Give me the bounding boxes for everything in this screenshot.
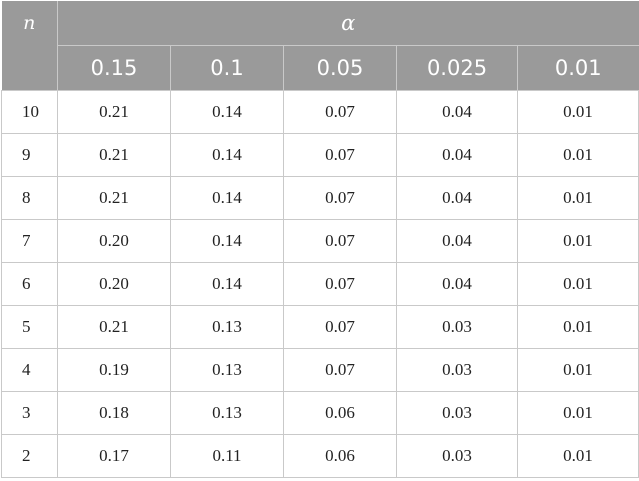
alpha-value-header: 0.1: [170, 45, 284, 91]
critical-value-cell: 0.04: [396, 176, 518, 220]
critical-value-cell: 0.14: [170, 133, 284, 177]
n-value-cell: 4: [1, 348, 58, 392]
critical-value-cell: 0.06: [283, 434, 397, 478]
critical-value-cell: 0.18: [57, 391, 171, 435]
critical-value-cell: 0.01: [517, 90, 639, 134]
critical-value-cell: 0.21: [57, 176, 171, 220]
n-value-cell: 10: [1, 90, 58, 134]
critical-value-cell: 0.03: [396, 348, 518, 392]
critical-value-cell: 0.07: [283, 219, 397, 263]
critical-value-cell: 0.07: [283, 305, 397, 349]
critical-value-cell: 0.17: [57, 434, 171, 478]
critical-value-cell: 0.04: [396, 133, 518, 177]
table-row: 8 0.21 0.14 0.07 0.04 0.01: [1, 176, 639, 220]
critical-value-cell: 0.20: [57, 262, 171, 306]
n-value-cell: 5: [1, 305, 58, 349]
critical-value-cell: 0.14: [170, 90, 284, 134]
critical-value-cell: 0.21: [57, 305, 171, 349]
critical-value-cell: 0.07: [283, 90, 397, 134]
table-body: 10 0.21 0.14 0.07 0.04 0.01 9 0.21 0.14 0.07 0.04 0…: [1, 90, 639, 478]
critical-value-cell: 0.03: [396, 434, 518, 478]
alpha-value-header: 0.01: [517, 45, 639, 91]
critical-value-cell: 0.14: [170, 176, 284, 220]
table-row: 10 0.21 0.14 0.07 0.04 0.01: [1, 90, 639, 134]
n-value-cell: 2: [1, 434, 58, 478]
table-row: 4 0.19 0.13 0.07 0.03 0.01: [1, 348, 639, 392]
critical-value-cell: 0.13: [170, 391, 284, 435]
critical-value-cell: 0.04: [396, 90, 518, 134]
critical-value-cell: 0.21: [57, 90, 171, 134]
n-value-cell: 3: [1, 391, 58, 435]
critical-value-cell: 0.11: [170, 434, 284, 478]
critical-value-cell: 0.07: [283, 133, 397, 177]
header-row-alpha-values: 0.15 0.1 0.05 0.025 0.01: [2, 45, 639, 91]
critical-value-cell: 0.04: [396, 262, 518, 306]
critical-value-cell: 0.03: [396, 391, 518, 435]
critical-value-cell: 0.13: [170, 305, 284, 349]
critical-value-cell: 0.19: [57, 348, 171, 392]
n-value-cell: 9: [1, 133, 58, 177]
alpha-value-header: 0.025: [396, 45, 518, 91]
critical-value-cell: 0.06: [283, 391, 397, 435]
critical-value-cell: 0.04: [396, 219, 518, 263]
header-row-top: n α: [1, 1, 639, 91]
critical-value-cell: 0.01: [517, 305, 639, 349]
critical-value-cell: 0.01: [517, 219, 639, 263]
alpha-column-header: α: [57, 1, 639, 46]
alpha-value-header: 0.05: [283, 45, 397, 91]
table-header: n α 0.15 0.1 0.05 0.025 0.01: [1, 1, 639, 91]
n-column-header: n: [1, 1, 58, 91]
table-row: 2 0.17 0.11 0.06 0.03 0.01: [1, 434, 639, 478]
critical-value-cell: 0.07: [283, 348, 397, 392]
critical-value-cell: 0.07: [283, 262, 397, 306]
critical-value-cell: 0.07: [283, 176, 397, 220]
critical-value-cell: 0.01: [517, 176, 639, 220]
table-row: 5 0.21 0.13 0.07 0.03 0.01: [1, 305, 639, 349]
critical-value-cell: 0.01: [517, 391, 639, 435]
critical-value-cell: 0.01: [517, 434, 639, 478]
table-row: 6 0.20 0.14 0.07 0.04 0.01: [1, 262, 639, 306]
critical-value-cell: 0.03: [396, 305, 518, 349]
n-value-cell: 6: [1, 262, 58, 306]
table-row: 7 0.20 0.14 0.07 0.04 0.01: [1, 219, 639, 263]
n-value-cell: 7: [1, 219, 58, 263]
alpha-value-header: 0.15: [57, 45, 171, 91]
n-value-cell: 8: [1, 176, 58, 220]
critical-value-cell: 0.14: [170, 262, 284, 306]
critical-value-cell: 0.13: [170, 348, 284, 392]
critical-value-cell: 0.01: [517, 262, 639, 306]
critical-value-cell: 0.20: [57, 219, 171, 263]
table-row: 3 0.18 0.13 0.06 0.03 0.01: [1, 391, 639, 435]
critical-value-cell: 0.01: [517, 133, 639, 177]
table-row: 9 0.21 0.14 0.07 0.04 0.01: [1, 133, 639, 177]
critical-value-cell: 0.21: [57, 133, 171, 177]
critical-value-cell: 0.01: [517, 348, 639, 392]
critical-value-cell: 0.14: [170, 219, 284, 263]
